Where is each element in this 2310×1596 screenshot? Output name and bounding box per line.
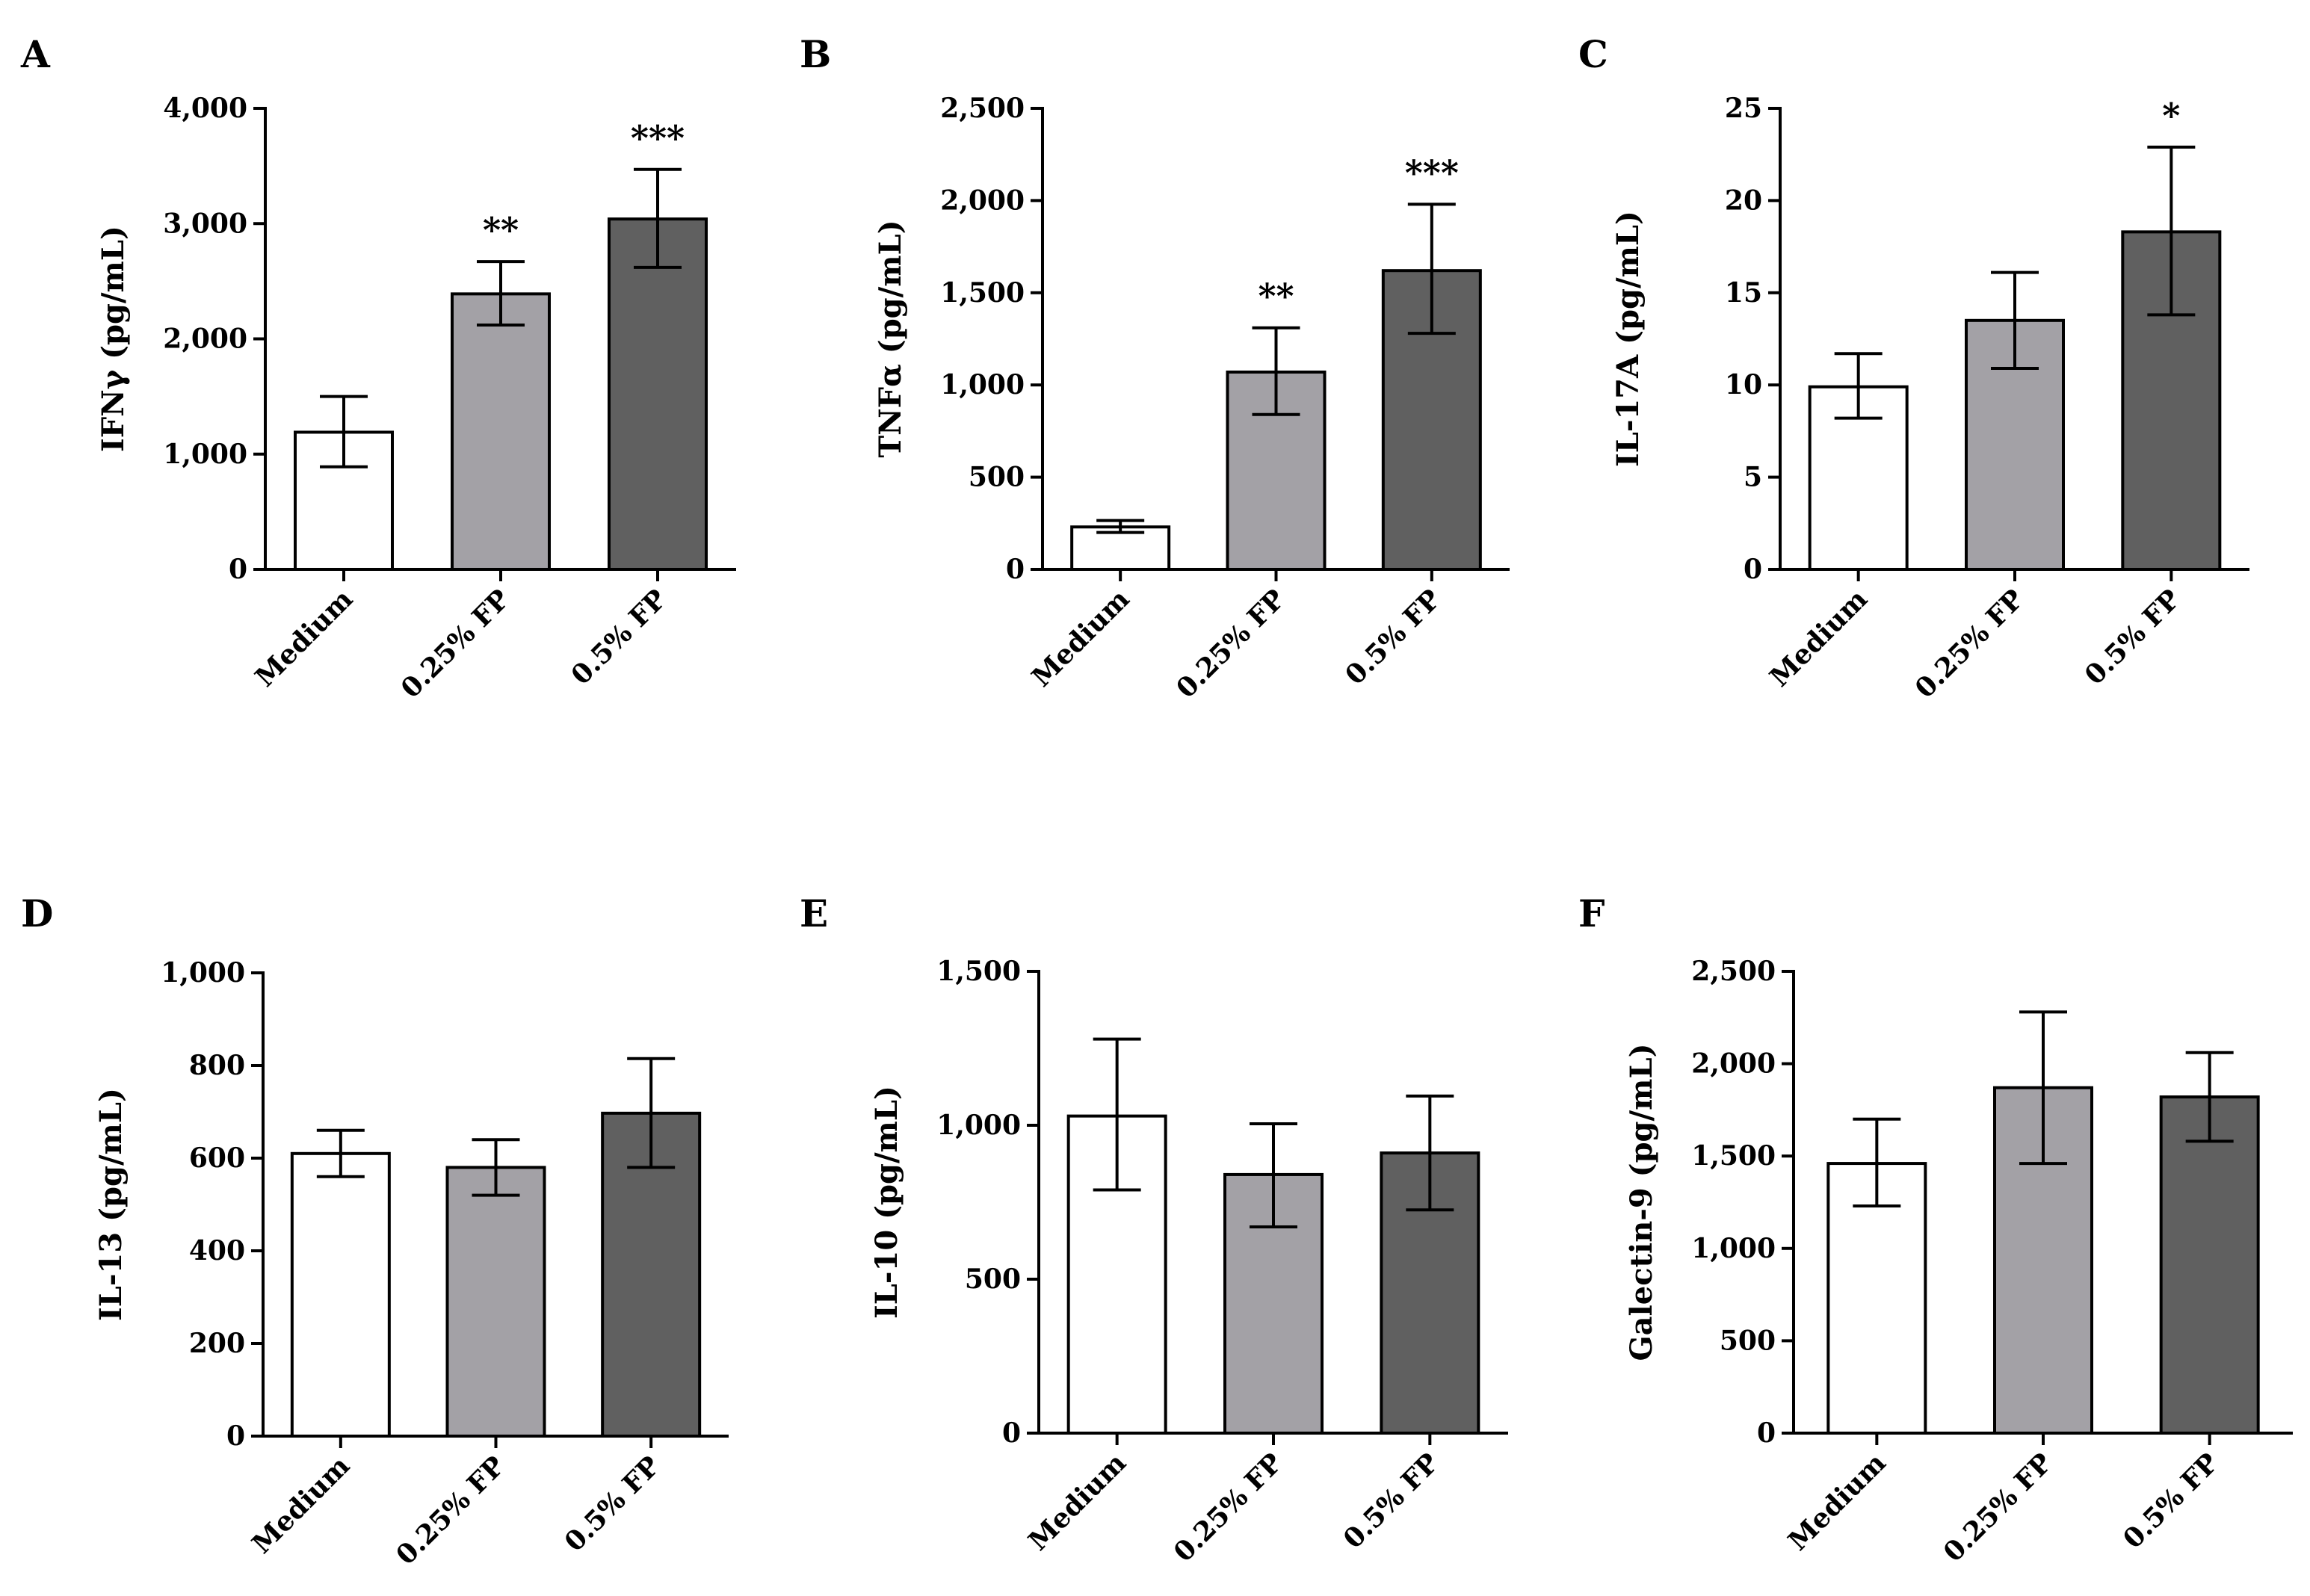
panel-c: C Medium 0.25% FP 0.5% FP * 0 5 10 15 20 25 IL-17A … [1578, 32, 2249, 705]
y-tick-label: 2,500 [940, 93, 1025, 124]
panel-d: D Medium 0.25% FP 0.5% FP 0 200 400 600 800 1,000… [21, 891, 729, 1571]
panel-a: A Medium 0.25% FP ** 0.5% FP *** 0 1,000 2,000 3,… [20, 32, 736, 705]
significance-label: *** [631, 118, 685, 158]
y-tick-label: 1,500 [1691, 1140, 1776, 1172]
y-tick-label: 2,000 [940, 185, 1025, 216]
significance-label: * [2162, 96, 2180, 136]
x-tick-label: 0.5% FP [565, 584, 673, 691]
bar-1 [1070, 525, 1171, 572]
y-tick-label: 2,000 [163, 324, 247, 355]
y-tick-label: 5 [1744, 462, 1762, 493]
y-tick-label: 400 [189, 1235, 245, 1266]
y-tick-label: 600 [189, 1142, 245, 1174]
panel-e: E Medium 0.25% FP 0.5% FP 0 500 1,000 1,500 IL-1… [800, 891, 1508, 1568]
x-tick-label: 0.25% FP [1909, 584, 2030, 705]
y-tick-label: 200 [189, 1328, 245, 1359]
y-tick-label: 500 [1720, 1325, 1776, 1356]
y-tick-label: 0 [229, 554, 247, 585]
panel-letter: F [1578, 891, 1605, 935]
x-tick-label: 0.25% FP [1167, 1447, 1288, 1568]
y-tick-label: 2,500 [1691, 956, 1776, 987]
y-tick-label: 0 [1744, 554, 1762, 585]
y-tick-label: 0 [1757, 1417, 1776, 1449]
x-tick-label: Medium [246, 1450, 356, 1560]
y-tick-label: 1,000 [1691, 1233, 1776, 1264]
y-tick-label: 25 [1725, 93, 1762, 124]
x-tick-label: Medium [249, 584, 359, 693]
x-tick-label: Medium [1026, 584, 1136, 693]
x-tick-label: Medium [1022, 1447, 1132, 1557]
panel-letter: E [800, 891, 828, 935]
x-tick-label: 0.25% FP [1170, 584, 1291, 705]
y-axis-label: Galectin-9 (pg/mL) [1624, 1043, 1659, 1361]
y-tick-label: 0 [226, 1420, 245, 1452]
x-tick-label: 0.5% FP [2078, 584, 2186, 691]
y-tick-label: 1,000 [940, 369, 1025, 400]
y-tick-label: 800 [189, 1050, 245, 1081]
panel-letter: D [21, 891, 53, 935]
y-axis-label: IFNγ (pg/mL) [96, 226, 131, 452]
y-tick-label: 20 [1725, 185, 1762, 216]
bar-2 [445, 1166, 546, 1438]
y-tick-label: 1,500 [940, 277, 1025, 309]
y-axis-label: IL-17A (pg/mL) [1610, 211, 1646, 467]
significance-label: ** [1258, 276, 1294, 317]
x-tick-label: 0.5% FP [1337, 1447, 1445, 1555]
panel-b: B Medium 0.25% FP ** 0.5% FP *** 0 500 1,000 1,50… [800, 32, 1510, 705]
x-tick-label: 0.5% FP [558, 1450, 666, 1558]
y-tick-label: 500 [969, 462, 1025, 493]
significance-label: *** [1405, 152, 1459, 193]
y-tick-label: 0 [1002, 1417, 1021, 1449]
y-tick-label: 1,000 [936, 1110, 1021, 1141]
bar-1 [290, 1151, 391, 1438]
x-tick-label: 0.5% FP [2117, 1447, 2225, 1555]
x-tick-label: 0.25% FP [1937, 1447, 2058, 1568]
y-axis-label: TNFα (pg/mL) [873, 220, 908, 457]
y-tick-label: 4,000 [163, 93, 247, 124]
y-tick-label: 1,000 [163, 439, 247, 470]
y-axis-label: IL-13 (pg/mL) [93, 1088, 129, 1321]
bar-3 [2159, 1095, 2260, 1435]
bar-3 [608, 217, 708, 571]
y-tick-label: 15 [1725, 277, 1762, 309]
panel-f: F Medium 0.25% FP 0.5% FP 0 500 1,000 1,500 2,00… [1578, 891, 2293, 1568]
panel-letter: B [800, 32, 831, 76]
bar-2 [451, 292, 551, 571]
y-tick-label: 1,000 [161, 957, 245, 989]
panel-letter: A [20, 32, 51, 76]
y-tick-label: 500 [965, 1264, 1021, 1295]
y-tick-label: 2,000 [1691, 1048, 1776, 1080]
y-tick-label: 3,000 [163, 208, 247, 239]
significance-label: ** [483, 210, 519, 250]
y-axis-label: IL-10 (pg/mL) [869, 1086, 904, 1319]
y-tick-label: 1,500 [936, 956, 1021, 987]
y-tick-label: 10 [1725, 369, 1762, 400]
x-tick-label: Medium [1764, 584, 1874, 693]
panel-letter: C [1578, 32, 1608, 76]
x-tick-label: Medium [1782, 1447, 1892, 1557]
x-tick-label: 0.25% FP [390, 1450, 511, 1571]
y-tick-label: 0 [1006, 554, 1025, 585]
x-tick-label: 0.5% FP [1339, 584, 1447, 691]
x-tick-label: 0.25% FP [395, 584, 516, 705]
